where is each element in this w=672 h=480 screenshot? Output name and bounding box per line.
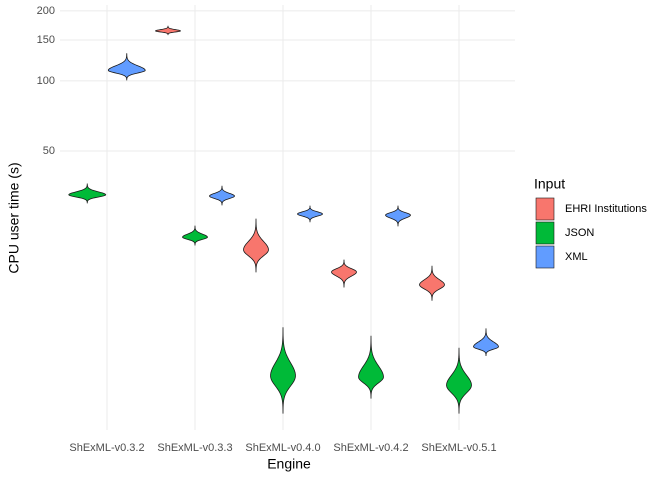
x-tick-label: ShExML-v0.3.3 <box>157 442 232 454</box>
y-tick-label: 150 <box>37 34 55 46</box>
violin <box>270 327 296 414</box>
violin <box>243 218 269 273</box>
legend-swatch <box>535 197 555 221</box>
x-axis-title: Engine <box>267 456 311 472</box>
y-tick-label: 200 <box>37 5 55 17</box>
y-axis-title: CPU user time (s) <box>6 162 22 273</box>
violin <box>209 185 235 206</box>
x-tick-label: ShExML-v0.4.2 <box>333 442 408 454</box>
legend-swatch <box>535 245 555 269</box>
x-tick-label: ShExML-v0.4.0 <box>245 442 320 454</box>
x-tick-label: ShExML-v0.5.1 <box>421 442 496 454</box>
y-tick-label: 100 <box>37 75 55 87</box>
grid <box>60 5 515 430</box>
legend-label: EHRI Institutions <box>565 203 647 215</box>
legend-title: Input <box>534 176 565 192</box>
violin <box>297 205 323 223</box>
x-tick-label: ShExML-v0.3.2 <box>69 442 144 454</box>
legend-swatch <box>535 221 555 245</box>
violin <box>68 183 107 204</box>
violin <box>107 53 146 81</box>
legend-label: XML <box>565 251 588 263</box>
legend-label: JSON <box>565 227 594 239</box>
violin <box>446 347 472 414</box>
violin <box>473 328 499 356</box>
violin <box>155 25 181 36</box>
violin <box>385 205 411 227</box>
violin <box>358 335 384 399</box>
violin <box>331 259 357 288</box>
violin <box>419 265 445 301</box>
violin <box>182 225 208 246</box>
y-tick-label: 50 <box>43 145 55 157</box>
